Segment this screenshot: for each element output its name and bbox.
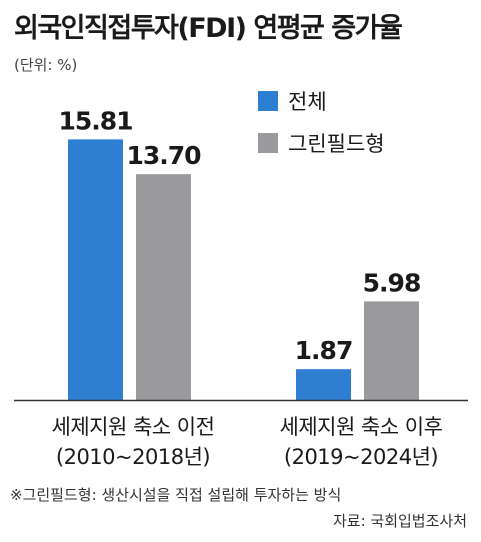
data-label-greenfield-before: 13.70 (126, 141, 201, 170)
category-label-before: 세제지원 축소 이전 (2010~2018년) (18, 412, 248, 472)
source-note: 자료: 국회입법조사처 (332, 512, 467, 530)
footnote: ※그린필드형: 생산시설을 직접 설립해 투자하는 방식 (10, 486, 342, 504)
bar-total-before (68, 139, 123, 400)
category-label-after-line2: (2019~2024년) (283, 445, 439, 469)
bar-greenfield-after (364, 301, 419, 400)
category-label-after-line1: 세제지원 축소 이후 (279, 415, 443, 439)
category-label-before-line1: 세제지원 축소 이전 (51, 415, 215, 439)
legend-label-total: 전체 (288, 90, 327, 114)
legend-swatch-greenfield (258, 133, 278, 153)
data-label-total-before: 15.81 (58, 106, 132, 135)
bar-total-after (296, 369, 351, 400)
legend-swatch-total (258, 91, 278, 111)
legend-label-greenfield: 그린필드형 (288, 132, 385, 156)
unit-label: (단위: %) (14, 56, 78, 74)
chart-title: 외국인직접투자(FDI) 연평균 증가율 (14, 13, 403, 44)
category-label-after: 세제지원 축소 이후 (2019~2024년) (246, 412, 476, 472)
data-label-total-after: 1.87 (295, 336, 353, 365)
bar-chart: 15.81 1.87 13.70 5.98 (14, 106, 468, 402)
data-label-greenfield-after: 5.98 (363, 268, 421, 297)
bar-greenfield-before (136, 174, 191, 400)
legend-item-greenfield: 그린필드형 (258, 128, 385, 158)
legend-item-total: 전체 (258, 86, 327, 116)
category-label-before-line2: (2010~2018년) (55, 445, 211, 469)
